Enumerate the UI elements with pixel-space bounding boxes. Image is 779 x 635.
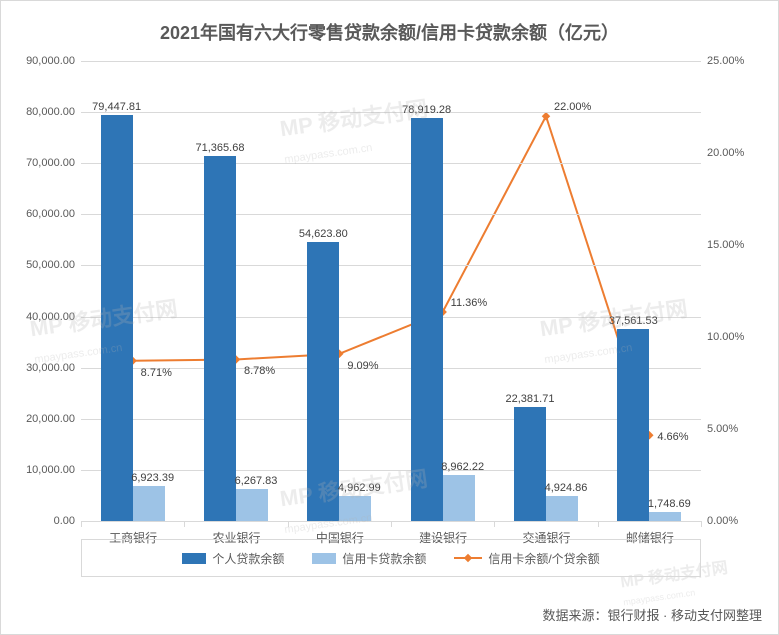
gridline [81,163,701,164]
bar-credit-card-loan [649,512,681,521]
x-tick [288,521,289,527]
y-left-tick-label: 70,000.00 [26,157,75,169]
gridline [81,265,701,266]
line-svg [81,61,701,521]
data-label: 4,924.86 [545,482,588,494]
x-tick [184,521,185,527]
ratio-label: 9.09% [347,360,378,372]
legend-label: 信用卡余额/个贷余额 [488,550,599,567]
chart-title: 2021年国有六大行零售贷款余额/信用卡贷款余额（亿元） [1,1,778,57]
y-right-tick-label: 15.00% [707,239,744,251]
legend-item-credit: 信用卡贷款余额 [312,550,426,567]
y-left-tick-label: 50,000.00 [26,259,75,271]
y-right-tick-label: 5.00% [707,423,738,435]
ratio-label: 8.71% [141,367,172,379]
data-label: 79,447.81 [92,101,141,113]
legend-label: 信用卡贷款余额 [342,550,426,567]
legend-label: 个人贷款余额 [212,550,284,567]
bar-personal-loan [204,156,236,521]
gridline [81,214,701,215]
data-label: 1,748.69 [648,498,691,510]
bar-credit-card-loan [443,475,475,521]
y-left-tick-label: 0.00 [54,515,75,527]
chart-container: 2021年国有六大行零售贷款余额/信用卡贷款余额（亿元） 0.0010,000.… [0,0,779,635]
ratio-label: 4.66% [657,431,688,443]
y-right-tick-label: 25.00% [707,55,744,67]
data-label: 54,623.80 [299,228,348,240]
y-right-tick-label: 10.00% [707,331,744,343]
bar-credit-card-loan [236,489,268,521]
data-label: 8,962.22 [441,461,484,473]
gridline [81,112,701,113]
bar-personal-loan [514,407,546,521]
bar-personal-loan [101,115,133,521]
gridline [81,419,701,420]
y-left-tick-label: 90,000.00 [26,55,75,67]
bar-credit-card-loan [339,496,371,521]
gridline [81,61,701,62]
y-left-tick-label: 80,000.00 [26,106,75,118]
legend: 个人贷款余额 信用卡贷款余额 信用卡余额/个贷余额 [81,539,701,577]
plot-area: 0.0010,000.0020,000.0030,000.0040,000.00… [81,61,701,521]
data-label: 6,267.83 [235,475,278,487]
ratio-label: 11.36% [451,297,488,309]
y-left-tick-label: 10,000.00 [26,464,75,476]
bar-personal-loan [307,242,339,521]
y-right-tick-label: 20.00% [707,147,744,159]
bar-personal-loan [617,329,649,521]
data-source: 数据来源：银行财报 · 移动支付网整理 [542,605,762,624]
ratio-marker [542,112,550,120]
ratio-label: 22.00% [554,101,591,113]
x-tick [598,521,599,527]
x-tick [494,521,495,527]
y-left-tick-label: 30,000.00 [26,362,75,374]
bar-credit-card-loan [546,496,578,521]
x-tick [391,521,392,527]
y-left-tick-label: 20,000.00 [26,413,75,425]
legend-swatch [454,557,482,559]
bar-personal-loan [411,118,443,521]
data-label: 71,365.68 [196,142,245,154]
data-label: 37,561.53 [609,315,658,327]
gridline [81,368,701,369]
legend-item-personal: 个人贷款余额 [182,550,284,567]
legend-swatch [182,553,206,564]
y-left-tick-label: 60,000.00 [26,208,75,220]
data-label: 78,919.28 [402,104,451,116]
data-label: 22,381.71 [506,393,555,405]
data-label: 4,962.99 [338,482,381,494]
legend-swatch [312,553,336,564]
y-left-tick-label: 40,000.00 [26,311,75,323]
legend-item-ratio: 信用卡余额/个贷余额 [454,550,599,567]
x-tick [81,521,82,527]
x-tick [701,521,702,527]
data-label: 6,923.39 [131,472,174,484]
y-right-tick-label: 0.00% [707,515,738,527]
ratio-label: 8.78% [244,365,275,377]
bar-credit-card-loan [133,486,165,521]
